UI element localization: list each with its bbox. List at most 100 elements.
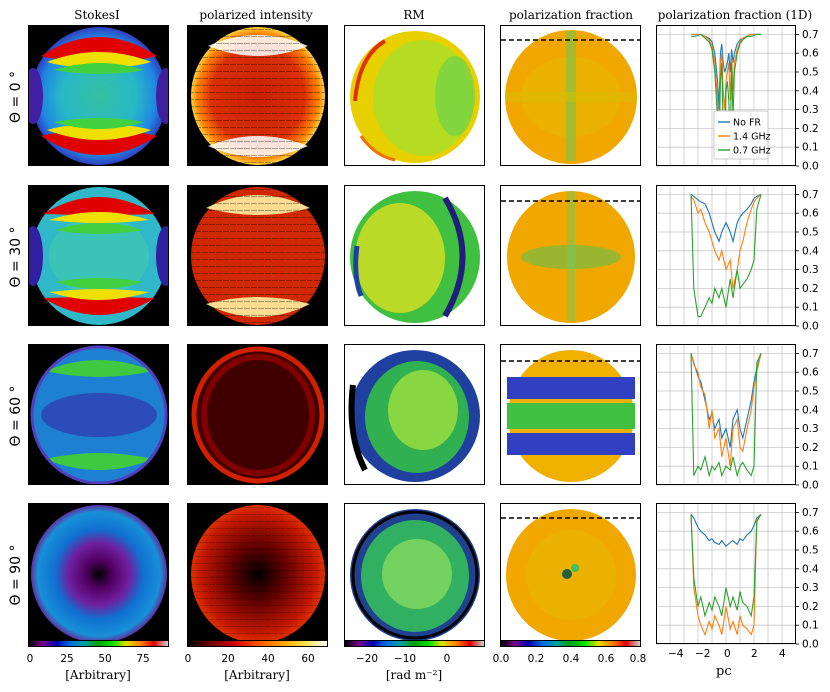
colorbar-tick: 20 — [221, 653, 235, 665]
pol-fraction-image — [501, 350, 640, 482]
colorbar-label: [rad m⁻²] — [385, 668, 443, 682]
row-label-theta-90: Θ = 90 ° — [4, 495, 28, 655]
y-tick-label: 0.4 — [802, 563, 819, 575]
polarized-intensity-panel-theta-0 — [187, 25, 328, 166]
colorbar-label: [Arbitrary] — [65, 668, 131, 682]
pol-fraction-panel-theta-90 — [500, 503, 641, 644]
series-line-no-fr — [690, 353, 762, 448]
y-tick-label: 0.1 — [802, 461, 819, 473]
row-label-theta-0: Θ = 0 ° — [4, 17, 28, 177]
stokes-i-image — [29, 27, 168, 165]
series-line-0-7-ghz — [691, 33, 761, 157]
colorbar-pol-fraction — [500, 640, 641, 647]
x-tick: −4 — [668, 648, 684, 660]
colorbar-tick: 60 — [301, 653, 315, 665]
y-tick-label: 0.0 — [802, 480, 819, 492]
row-label-theta-30: Θ = 30 ° — [4, 177, 28, 337]
stokes-i-image — [30, 345, 168, 484]
colorbar-tick: 50 — [98, 653, 112, 665]
y-tick-label: 0.0 — [802, 321, 819, 333]
rm-image — [348, 350, 480, 482]
pol-fraction-panel-theta-60 — [500, 344, 641, 485]
legend-label: 0.7 GHz — [733, 146, 771, 157]
x-tick: 2 — [751, 648, 758, 660]
colorbar-tick: 0.0 — [492, 653, 510, 665]
y-tick-label: 0.4 — [802, 245, 819, 257]
polarized-intensity-panel-theta-90 — [187, 503, 328, 644]
y-tick-label: 0.5 — [802, 545, 819, 557]
series-line-1-4-ghz — [690, 193, 762, 289]
line-plot-theta-60: 0.0 0.1 0.2 0.3 0.4 0.5 0.6 0.7 — [656, 344, 826, 496]
col-title-pol-fraction: polarization fraction — [508, 8, 634, 22]
y-tick-label: 0.0 — [802, 639, 819, 651]
plot-frame — [656, 344, 796, 485]
y-tick-label: 0.4 — [802, 85, 819, 97]
x-tick: 4 — [779, 648, 786, 660]
plot-frame — [656, 185, 796, 326]
colorbar-tick: 0.4 — [562, 653, 580, 665]
pol-fraction-panel-theta-0 — [500, 25, 641, 166]
colorbar-label: [Arbitrary] — [224, 668, 290, 682]
legend-box — [713, 110, 769, 160]
y-tick-label: 0.5 — [802, 67, 819, 79]
line-plot-svg: 0.0 0.1 0.2 0.3 0.4 0.5 0.6 0.7 — [656, 344, 819, 492]
colorbar-tick: 0.6 — [597, 653, 615, 665]
polarized-intensity-image — [191, 27, 325, 165]
row-label-text: Θ = 30 ° — [8, 226, 24, 288]
series-line-no-fr — [690, 193, 762, 244]
row-label-text: Θ = 60 ° — [8, 385, 24, 447]
line-plot-svg: 0.0 0.1 0.2 0.3 0.4 0.5 0.6 0.7 No FR 1.4 GHz 0.7 … — [656, 25, 819, 173]
y-tick-label: 0.5 — [802, 386, 819, 398]
colorbar-tick: 0.8 — [629, 653, 647, 665]
polarized-intensity-panel-theta-30 — [187, 185, 328, 326]
y-tick-label: 0.2 — [802, 123, 819, 135]
x-tick: 0 — [724, 648, 731, 660]
y-tick-label: 0.1 — [802, 620, 819, 632]
y-tick-label: 0.0 — [802, 161, 819, 173]
stokes-i-panel-theta-60 — [28, 344, 169, 485]
legend-label: 1.4 GHz — [733, 132, 771, 143]
y-tick-label: 0.7 — [802, 29, 819, 41]
rm-image — [350, 31, 480, 163]
x-tick: −2 — [695, 648, 711, 660]
pol-fraction-image — [501, 30, 640, 164]
rm-panel-theta-0 — [344, 25, 485, 166]
y-tick-label: 0.4 — [802, 404, 819, 416]
pol-fraction-panel-theta-30 — [500, 185, 641, 326]
col-title-pol-fraction-1d: polarization fraction (1D) — [657, 8, 813, 22]
line-plot-xticks: −4 −2 0 2 4 — [656, 648, 796, 662]
colorbar-stokes-i — [28, 640, 169, 647]
y-tick-label: 0.6 — [802, 526, 819, 538]
col-title-stokes-i: StokesI — [74, 8, 120, 22]
colorbar-tick: 0 — [184, 653, 192, 665]
polarized-intensity-image — [191, 187, 325, 325]
polarized-intensity-panel-theta-60 — [187, 344, 328, 485]
colorbar-tick: −10 — [393, 653, 417, 665]
y-tick-label: 0.3 — [802, 104, 819, 116]
row-label-text: Θ = 90 ° — [8, 544, 24, 606]
y-tick-label: 0.5 — [802, 227, 819, 239]
y-tick-label: 0.2 — [802, 601, 819, 613]
line-plot-svg: 0.0 0.1 0.2 0.3 0.4 0.5 0.6 0.7 — [656, 503, 819, 651]
line-plot-theta-90: 0.0 0.1 0.2 0.3 0.4 0.5 0.6 0.7 — [656, 503, 826, 655]
series-line-no-fr — [690, 513, 762, 548]
legend-label: No FR — [733, 118, 761, 129]
stokes-i-panel-theta-30 — [28, 185, 169, 326]
y-tick-label: 0.7 — [802, 189, 819, 201]
series-line-1-4-ghz — [690, 353, 762, 467]
colorbar-tick: 40 — [261, 653, 275, 665]
pol-fraction-image — [501, 191, 640, 323]
y-tick-label: 0.3 — [802, 423, 819, 435]
colorbar-tick: 0.2 — [527, 653, 545, 665]
y-tick-label: 0.6 — [802, 48, 819, 60]
polarized-intensity-image — [191, 346, 325, 484]
stokes-i-image — [31, 505, 167, 643]
y-tick-label: 0.3 — [802, 582, 819, 594]
colorbar-tick: 75 — [136, 653, 150, 665]
y-tick-label: 0.2 — [802, 283, 819, 295]
stokes-i-panel-theta-90 — [28, 503, 169, 644]
y-tick-label: 0.1 — [802, 302, 819, 314]
rm-panel-theta-90 — [344, 503, 485, 644]
line-plot-svg: 0.0 0.1 0.2 0.3 0.4 0.5 0.6 0.7 — [656, 185, 819, 333]
colorbar-rm — [344, 640, 485, 647]
